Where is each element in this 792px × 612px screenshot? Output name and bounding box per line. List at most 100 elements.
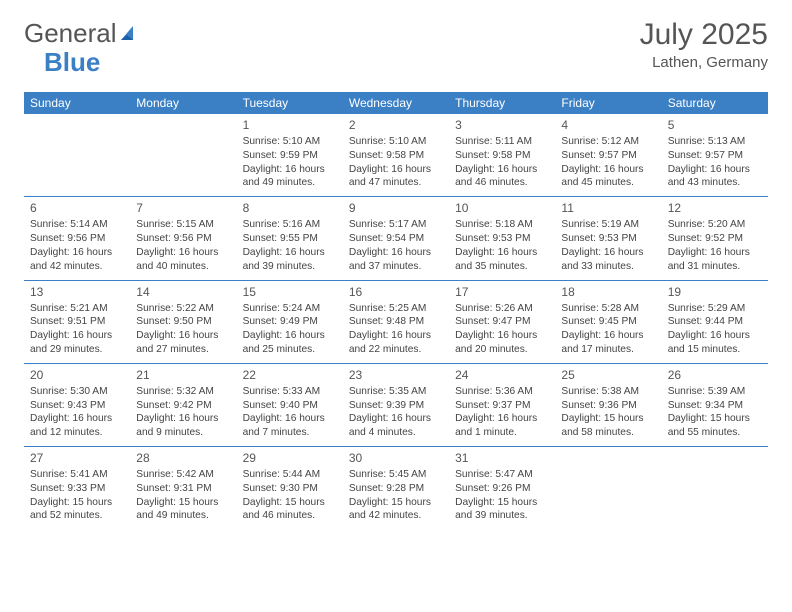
day-number: 16: [349, 284, 443, 300]
calendar-day-cell: 17Sunrise: 5:26 AMSunset: 9:47 PMDayligh…: [449, 280, 555, 363]
calendar-day-cell: 26Sunrise: 5:39 AMSunset: 9:34 PMDayligh…: [662, 363, 768, 446]
brand-part2: Blue: [44, 47, 100, 78]
page-title: July 2025: [640, 18, 768, 52]
calendar-day-cell: 28Sunrise: 5:42 AMSunset: 9:31 PMDayligh…: [130, 447, 236, 530]
sunrise-line: Sunrise: 5:10 AM: [349, 135, 443, 149]
weekday-header: Wednesday: [343, 92, 449, 114]
day-number: 7: [136, 200, 230, 216]
day-number: 31: [455, 450, 549, 466]
daylight-line: Daylight: 16 hours and 35 minutes.: [455, 246, 549, 274]
sunset-line: Sunset: 9:45 PM: [561, 315, 655, 329]
day-number: 24: [455, 367, 549, 383]
daylight-line: Daylight: 16 hours and 29 minutes.: [30, 329, 124, 357]
day-number: 15: [243, 284, 337, 300]
sunrise-line: Sunrise: 5:42 AM: [136, 468, 230, 482]
calendar-day-cell: 9Sunrise: 5:17 AMSunset: 9:54 PMDaylight…: [343, 197, 449, 280]
sunset-line: Sunset: 9:48 PM: [349, 315, 443, 329]
brand-logo: General: [24, 18, 139, 49]
sunset-line: Sunset: 9:43 PM: [30, 399, 124, 413]
sunset-line: Sunset: 9:58 PM: [455, 149, 549, 163]
day-number: 1: [243, 117, 337, 133]
calendar-day-cell: 4Sunrise: 5:12 AMSunset: 9:57 PMDaylight…: [555, 114, 661, 197]
day-number: 22: [243, 367, 337, 383]
daylight-line: Daylight: 16 hours and 49 minutes.: [243, 163, 337, 191]
sunrise-line: Sunrise: 5:41 AM: [30, 468, 124, 482]
title-block: July 2025 Lathen, Germany: [640, 18, 768, 71]
sunset-line: Sunset: 9:51 PM: [30, 315, 124, 329]
sunset-line: Sunset: 9:55 PM: [243, 232, 337, 246]
sunrise-line: Sunrise: 5:28 AM: [561, 302, 655, 316]
day-number: 17: [455, 284, 549, 300]
sunrise-line: Sunrise: 5:47 AM: [455, 468, 549, 482]
sunrise-line: Sunrise: 5:29 AM: [668, 302, 762, 316]
calendar-day-cell: 21Sunrise: 5:32 AMSunset: 9:42 PMDayligh…: [130, 363, 236, 446]
sunset-line: Sunset: 9:40 PM: [243, 399, 337, 413]
calendar-week-row: 20Sunrise: 5:30 AMSunset: 9:43 PMDayligh…: [24, 363, 768, 446]
calendar-day-cell: 22Sunrise: 5:33 AMSunset: 9:40 PMDayligh…: [237, 363, 343, 446]
day-number: 2: [349, 117, 443, 133]
daylight-line: Daylight: 16 hours and 45 minutes.: [561, 163, 655, 191]
sunset-line: Sunset: 9:36 PM: [561, 399, 655, 413]
calendar-table: SundayMondayTuesdayWednesdayThursdayFrid…: [24, 92, 768, 529]
logo-sail-icon: [119, 24, 139, 42]
sunset-line: Sunset: 9:42 PM: [136, 399, 230, 413]
calendar-week-row: 27Sunrise: 5:41 AMSunset: 9:33 PMDayligh…: [24, 447, 768, 530]
sunrise-line: Sunrise: 5:25 AM: [349, 302, 443, 316]
day-number: 28: [136, 450, 230, 466]
weekday-header: Saturday: [662, 92, 768, 114]
sunset-line: Sunset: 9:58 PM: [349, 149, 443, 163]
sunset-line: Sunset: 9:59 PM: [243, 149, 337, 163]
daylight-line: Daylight: 16 hours and 46 minutes.: [455, 163, 549, 191]
sunset-line: Sunset: 9:52 PM: [668, 232, 762, 246]
calendar-day-cell: 31Sunrise: 5:47 AMSunset: 9:26 PMDayligh…: [449, 447, 555, 530]
day-number: 13: [30, 284, 124, 300]
day-number: 10: [455, 200, 549, 216]
calendar-week-row: 6Sunrise: 5:14 AMSunset: 9:56 PMDaylight…: [24, 197, 768, 280]
day-number: 29: [243, 450, 337, 466]
day-number: 27: [30, 450, 124, 466]
day-number: 4: [561, 117, 655, 133]
calendar-day-cell: 25Sunrise: 5:38 AMSunset: 9:36 PMDayligh…: [555, 363, 661, 446]
daylight-line: Daylight: 16 hours and 39 minutes.: [243, 246, 337, 274]
calendar-day-cell: 1Sunrise: 5:10 AMSunset: 9:59 PMDaylight…: [237, 114, 343, 197]
daylight-line: Daylight: 15 hours and 46 minutes.: [243, 496, 337, 524]
sunrise-line: Sunrise: 5:18 AM: [455, 218, 549, 232]
calendar-day-cell: 14Sunrise: 5:22 AMSunset: 9:50 PMDayligh…: [130, 280, 236, 363]
weekday-header: Sunday: [24, 92, 130, 114]
calendar-empty-cell: [662, 447, 768, 530]
sunset-line: Sunset: 9:39 PM: [349, 399, 443, 413]
day-number: 20: [30, 367, 124, 383]
calendar-empty-cell: [555, 447, 661, 530]
sunrise-line: Sunrise: 5:32 AM: [136, 385, 230, 399]
calendar-week-row: 1Sunrise: 5:10 AMSunset: 9:59 PMDaylight…: [24, 114, 768, 197]
sunrise-line: Sunrise: 5:16 AM: [243, 218, 337, 232]
calendar-day-cell: 13 Sunrise: 5:21 AMSunset: 9:51 PMDayligh…: [24, 280, 130, 363]
sunset-line: Sunset: 9:44 PM: [668, 315, 762, 329]
sunrise-line: Sunrise: 5:35 AM: [349, 385, 443, 399]
calendar-day-cell: 23Sunrise: 5:35 AMSunset: 9:39 PMDayligh…: [343, 363, 449, 446]
daylight-line: Daylight: 15 hours and 39 minutes.: [455, 496, 549, 524]
sunrise-line: Sunrise: 5:21 AM: [30, 302, 124, 316]
calendar-day-cell: 10Sunrise: 5:18 AMSunset: 9:53 PMDayligh…: [449, 197, 555, 280]
day-number: 3: [455, 117, 549, 133]
day-number: 19: [668, 284, 762, 300]
calendar-day-cell: 11Sunrise: 5:19 AMSunset: 9:53 PMDayligh…: [555, 197, 661, 280]
calendar-day-cell: 12Sunrise: 5:20 AMSunset: 9:52 PMDayligh…: [662, 197, 768, 280]
daylight-line: Daylight: 16 hours and 17 minutes.: [561, 329, 655, 357]
calendar-day-cell: 24Sunrise: 5:36 AMSunset: 9:37 PMDayligh…: [449, 363, 555, 446]
brand-part1: General: [24, 18, 117, 49]
day-number: 12: [668, 200, 762, 216]
daylight-line: Daylight: 16 hours and 27 minutes.: [136, 329, 230, 357]
calendar-day-cell: 7Sunrise: 5:15 AMSunset: 9:56 PMDaylight…: [130, 197, 236, 280]
sunset-line: Sunset: 9:56 PM: [30, 232, 124, 246]
day-number: 23: [349, 367, 443, 383]
sunset-line: Sunset: 9:37 PM: [455, 399, 549, 413]
sunset-line: Sunset: 9:57 PM: [561, 149, 655, 163]
sunrise-line: Sunrise: 5:33 AM: [243, 385, 337, 399]
calendar-empty-cell: [130, 114, 236, 197]
daylight-line: Daylight: 16 hours and 25 minutes.: [243, 329, 337, 357]
daylight-line: Daylight: 16 hours and 22 minutes.: [349, 329, 443, 357]
calendar-day-cell: 20Sunrise: 5:30 AMSunset: 9:43 PMDayligh…: [24, 363, 130, 446]
daylight-line: Daylight: 16 hours and 43 minutes.: [668, 163, 762, 191]
sunrise-line: Sunrise: 5:24 AM: [243, 302, 337, 316]
